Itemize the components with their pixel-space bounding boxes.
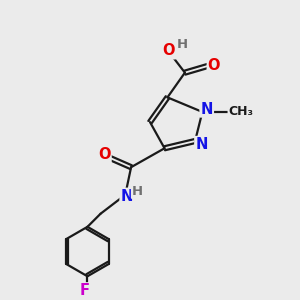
- Text: F: F: [80, 283, 90, 298]
- Text: H: H: [177, 38, 188, 51]
- Text: N: N: [121, 189, 133, 204]
- Text: CH₃: CH₃: [229, 105, 253, 119]
- Text: O: O: [163, 43, 175, 58]
- Text: H: H: [132, 185, 143, 198]
- Text: O: O: [98, 147, 111, 162]
- Text: N: N: [195, 137, 208, 152]
- Text: N: N: [200, 101, 213, 116]
- Text: O: O: [208, 58, 220, 73]
